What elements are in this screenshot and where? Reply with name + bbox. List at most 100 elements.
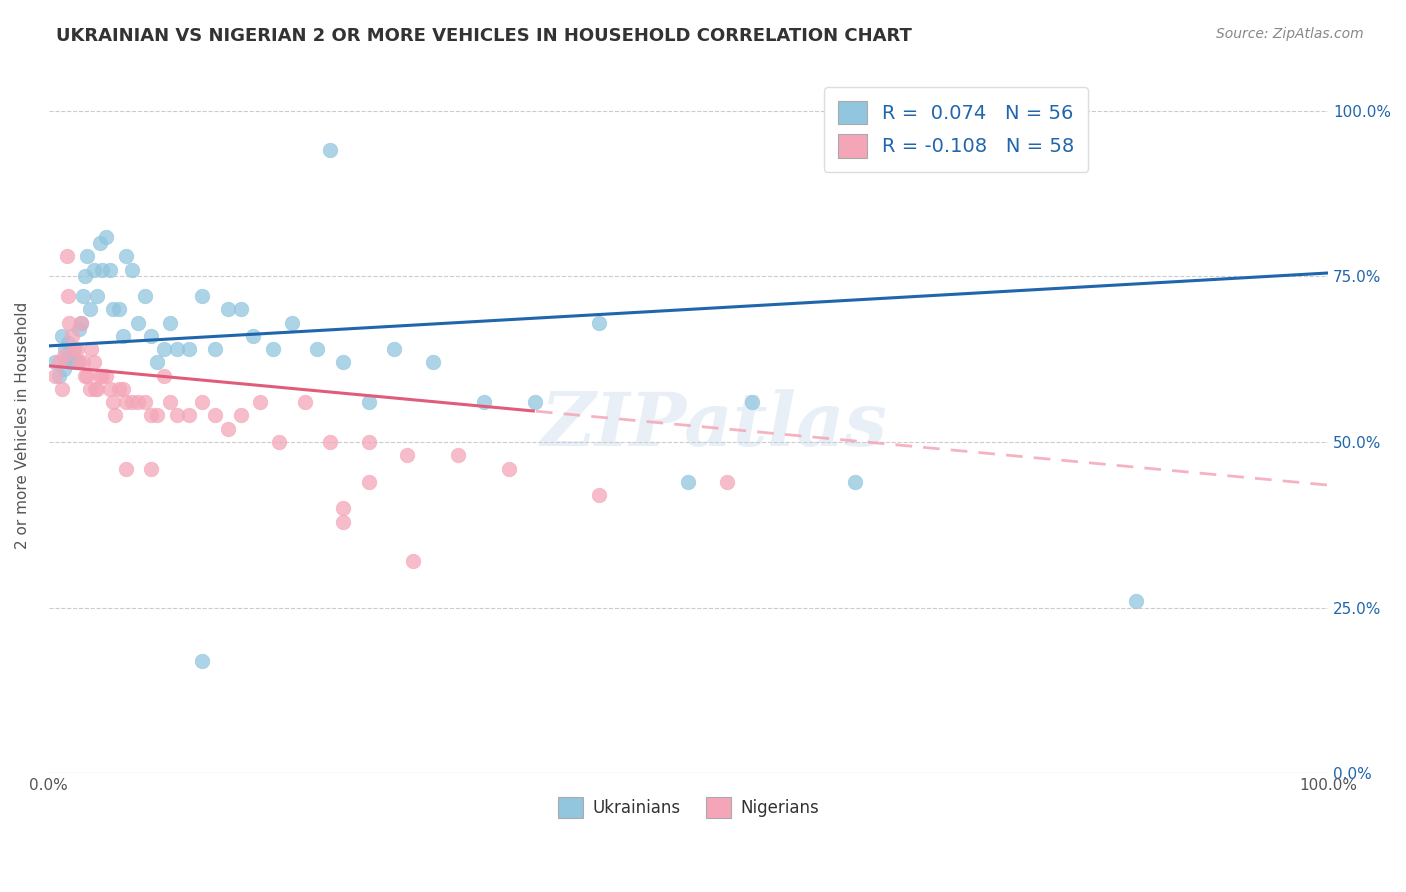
- Point: [53, 362, 76, 376]
- Point: [69, 316, 91, 330]
- Point: [60, 329, 83, 343]
- Point: [357, 435, 380, 450]
- Point: [108, 302, 131, 317]
- Point: [79, 302, 101, 317]
- Point: [111, 382, 134, 396]
- Point: [716, 475, 738, 489]
- Point: [53, 349, 76, 363]
- Point: [73, 368, 96, 383]
- Legend: Ukrainians, Nigerians: Ukrainians, Nigerians: [551, 790, 827, 824]
- Point: [83, 355, 105, 369]
- Point: [447, 448, 470, 462]
- Y-axis label: 2 or more Vehicles in Household: 2 or more Vehicles in Household: [15, 301, 30, 549]
- Point: [267, 435, 290, 450]
- Point: [357, 475, 380, 489]
- Text: UKRAINIAN VS NIGERIAN 2 OR MORE VEHICLES IN HOUSEHOLD CORRELATION CHART: UKRAINIAN VS NIGERIAN 2 OR MORE VEHICLES…: [56, 27, 912, 45]
- Point: [89, 236, 111, 251]
- Point: [217, 422, 239, 436]
- Point: [44, 355, 66, 369]
- Point: [395, 448, 418, 462]
- Point: [72, 355, 94, 369]
- Point: [741, 395, 763, 409]
- Point: [498, 461, 520, 475]
- Point: [114, 249, 136, 263]
- Point: [242, 329, 264, 343]
- Point: [86, 289, 108, 303]
- Point: [83, 382, 105, 396]
- Point: [422, 355, 444, 369]
- Point: [294, 395, 316, 409]
- Point: [76, 368, 98, 383]
- Point: [121, 395, 143, 409]
- Point: [58, 349, 80, 363]
- Point: [472, 395, 495, 409]
- Point: [111, 329, 134, 343]
- Point: [166, 342, 188, 356]
- Point: [69, 316, 91, 330]
- Point: [56, 335, 79, 350]
- Point: [98, 262, 121, 277]
- Point: [153, 368, 176, 383]
- Point: [101, 395, 124, 409]
- Point: [91, 368, 114, 383]
- Point: [51, 382, 73, 396]
- Point: [159, 395, 181, 409]
- Point: [249, 395, 271, 409]
- Point: [72, 289, 94, 303]
- Point: [139, 409, 162, 423]
- Point: [121, 262, 143, 277]
- Point: [66, 355, 89, 369]
- Point: [229, 409, 252, 423]
- Point: [844, 475, 866, 489]
- Point: [204, 342, 226, 356]
- Point: [76, 249, 98, 263]
- Point: [382, 342, 405, 356]
- Point: [127, 395, 149, 409]
- Point: [678, 475, 700, 489]
- Point: [179, 409, 201, 423]
- Point: [229, 302, 252, 317]
- Point: [79, 382, 101, 396]
- Point: [153, 342, 176, 356]
- Point: [83, 262, 105, 277]
- Point: [44, 368, 66, 383]
- Point: [89, 368, 111, 383]
- Point: [96, 229, 118, 244]
- Point: [588, 316, 610, 330]
- Point: [588, 488, 610, 502]
- Point: [56, 289, 79, 303]
- Point: [86, 382, 108, 396]
- Point: [63, 342, 86, 356]
- Point: [332, 515, 354, 529]
- Point: [63, 342, 86, 356]
- Point: [66, 342, 89, 356]
- Point: [1125, 594, 1147, 608]
- Point: [58, 316, 80, 330]
- Point: [204, 409, 226, 423]
- Point: [134, 289, 156, 303]
- Point: [98, 382, 121, 396]
- Point: [134, 395, 156, 409]
- Point: [319, 144, 342, 158]
- Point: [114, 395, 136, 409]
- Point: [191, 395, 214, 409]
- Point: [281, 316, 304, 330]
- Point: [139, 329, 162, 343]
- Text: ZIPatlas: ZIPatlas: [540, 389, 887, 462]
- Point: [55, 342, 77, 356]
- Point: [48, 368, 70, 383]
- Point: [69, 322, 91, 336]
- Point: [96, 368, 118, 383]
- Point: [80, 342, 103, 356]
- Point: [108, 382, 131, 396]
- Point: [402, 554, 425, 568]
- Point: [159, 316, 181, 330]
- Point: [91, 262, 114, 277]
- Point: [69, 355, 91, 369]
- Point: [127, 316, 149, 330]
- Point: [217, 302, 239, 317]
- Point: [166, 409, 188, 423]
- Point: [55, 249, 77, 263]
- Text: Source: ZipAtlas.com: Source: ZipAtlas.com: [1216, 27, 1364, 41]
- Point: [114, 461, 136, 475]
